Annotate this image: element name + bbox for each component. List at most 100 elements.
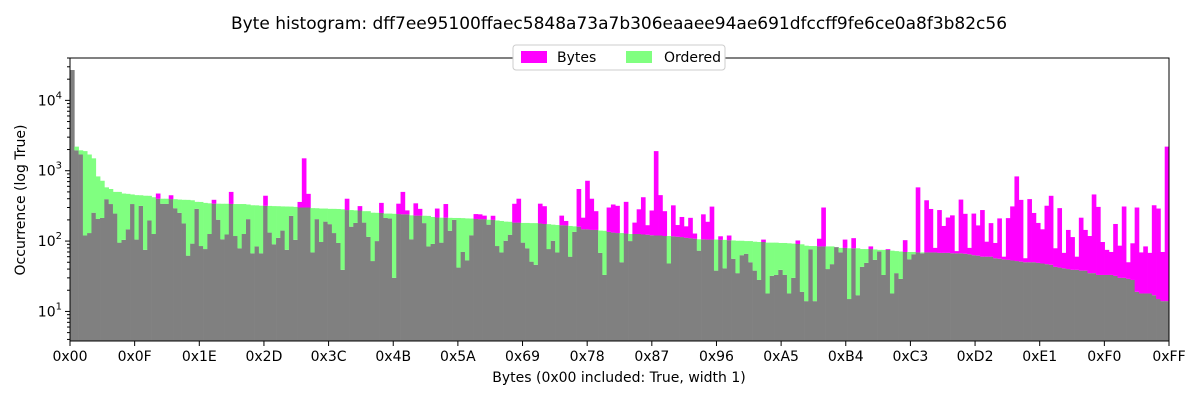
overlap-bar [842,247,848,341]
ordered-bar [112,191,118,214]
y-tick-label: 102 [38,231,62,250]
overlap-bar [417,215,423,341]
bytes-bar [1143,246,1148,294]
y-tick-label: 101 [38,301,62,320]
bytes-bar [1087,236,1093,274]
bytes-bar [679,216,685,238]
overlap-bar [1083,270,1088,341]
overlap-bar [950,253,955,341]
overlap-bar [138,205,144,341]
overlap-bar [246,219,251,341]
overlap-bar [632,234,638,341]
bytes-bar [761,239,766,243]
ordered-bar [744,241,749,254]
ordered-bar [555,225,560,253]
overlap-bar [774,274,779,341]
overlap-bar [701,239,706,341]
overlap-bar [911,254,917,341]
overlap-bar [512,222,517,341]
overlap-bar [263,205,268,341]
ordered-bar [181,199,187,224]
ordered-bar [284,206,290,250]
overlap-bar [868,249,874,341]
bytes-bar [662,211,668,237]
overlap-bar [396,214,401,341]
bytes-bar [1027,199,1032,263]
y-tick-label: 104 [38,90,62,109]
bytes-bar [962,213,968,254]
overlap-bar [542,223,547,341]
overlap-bar [619,262,625,341]
legend-label-bytes: Bytes [557,50,596,66]
overlap-bar [1023,262,1028,341]
overlap-bar [829,264,835,341]
overlap-bar [885,249,891,341]
ordered-bar [739,240,745,256]
overlap-bar [735,273,741,341]
bytes-bar [576,188,582,227]
x-tick-label: 0xB4 [828,349,864,365]
ordered-bar [224,203,230,235]
ordered-bar [713,239,719,271]
overlap-bar [1147,293,1153,341]
ordered-bar [104,187,109,200]
overlap-bar [1160,301,1166,341]
overlap-bar [482,219,487,341]
ordered-bar [91,158,97,213]
ordered-bar [452,217,457,220]
overlap-bar [258,253,264,341]
bytes-bar [821,207,826,247]
bytes-bar [683,226,689,238]
legend-swatch-bytes [521,51,547,63]
overlap-bar [563,225,569,341]
overlap-bar [610,232,616,341]
legend-swatch-ordered [626,51,652,63]
overlap-bar [525,248,530,341]
bytes-bar [1160,251,1166,302]
bytes-bar [842,239,848,248]
ordered-bar [774,242,779,275]
overlap-bar [387,218,393,341]
ordered-bar [250,205,255,254]
ordered-bar [177,199,182,213]
overlap-bar [70,70,75,341]
bytes-bar [417,208,423,216]
bytes-bar [645,225,650,235]
ordered-bar [735,240,741,274]
overlap-bar [327,224,333,341]
ordered-bar [864,249,869,263]
overlap-bar [1001,259,1007,341]
ordered-bar [310,208,316,253]
bytes-bar [1117,245,1123,278]
overlap-bar [301,207,307,341]
ordered-bar [108,188,114,205]
overlap-bar [1044,264,1050,341]
ordered-bar [151,197,157,235]
overlap-bar [297,207,303,341]
ordered-bar [327,208,333,225]
overlap-bar [799,291,805,341]
ordered-bar [78,150,84,155]
x-tick-label: 0xD2 [957,349,994,365]
overlap-bar [928,252,934,341]
overlap-bar [1074,269,1080,341]
bytes-bar [971,213,977,256]
ordered-bar [361,211,367,223]
overlap-bar [731,258,736,341]
overlap-bar [645,234,650,341]
ordered-bar [138,195,144,206]
overlap-bar [203,249,208,341]
bytes-bar [709,206,715,240]
bytes-bar [490,215,496,220]
overlap-bar [683,237,689,341]
overlap-bar [280,230,285,341]
overlap-bar [825,269,831,341]
overlap-bar [722,268,728,341]
ordered-bar [267,205,273,233]
ordered-bar [456,217,462,268]
overlap-bar [671,236,676,341]
overlap-bar [954,253,959,341]
overlap-bar [550,240,556,341]
overlap-bar [907,259,912,341]
overlap-bar [1117,277,1123,341]
